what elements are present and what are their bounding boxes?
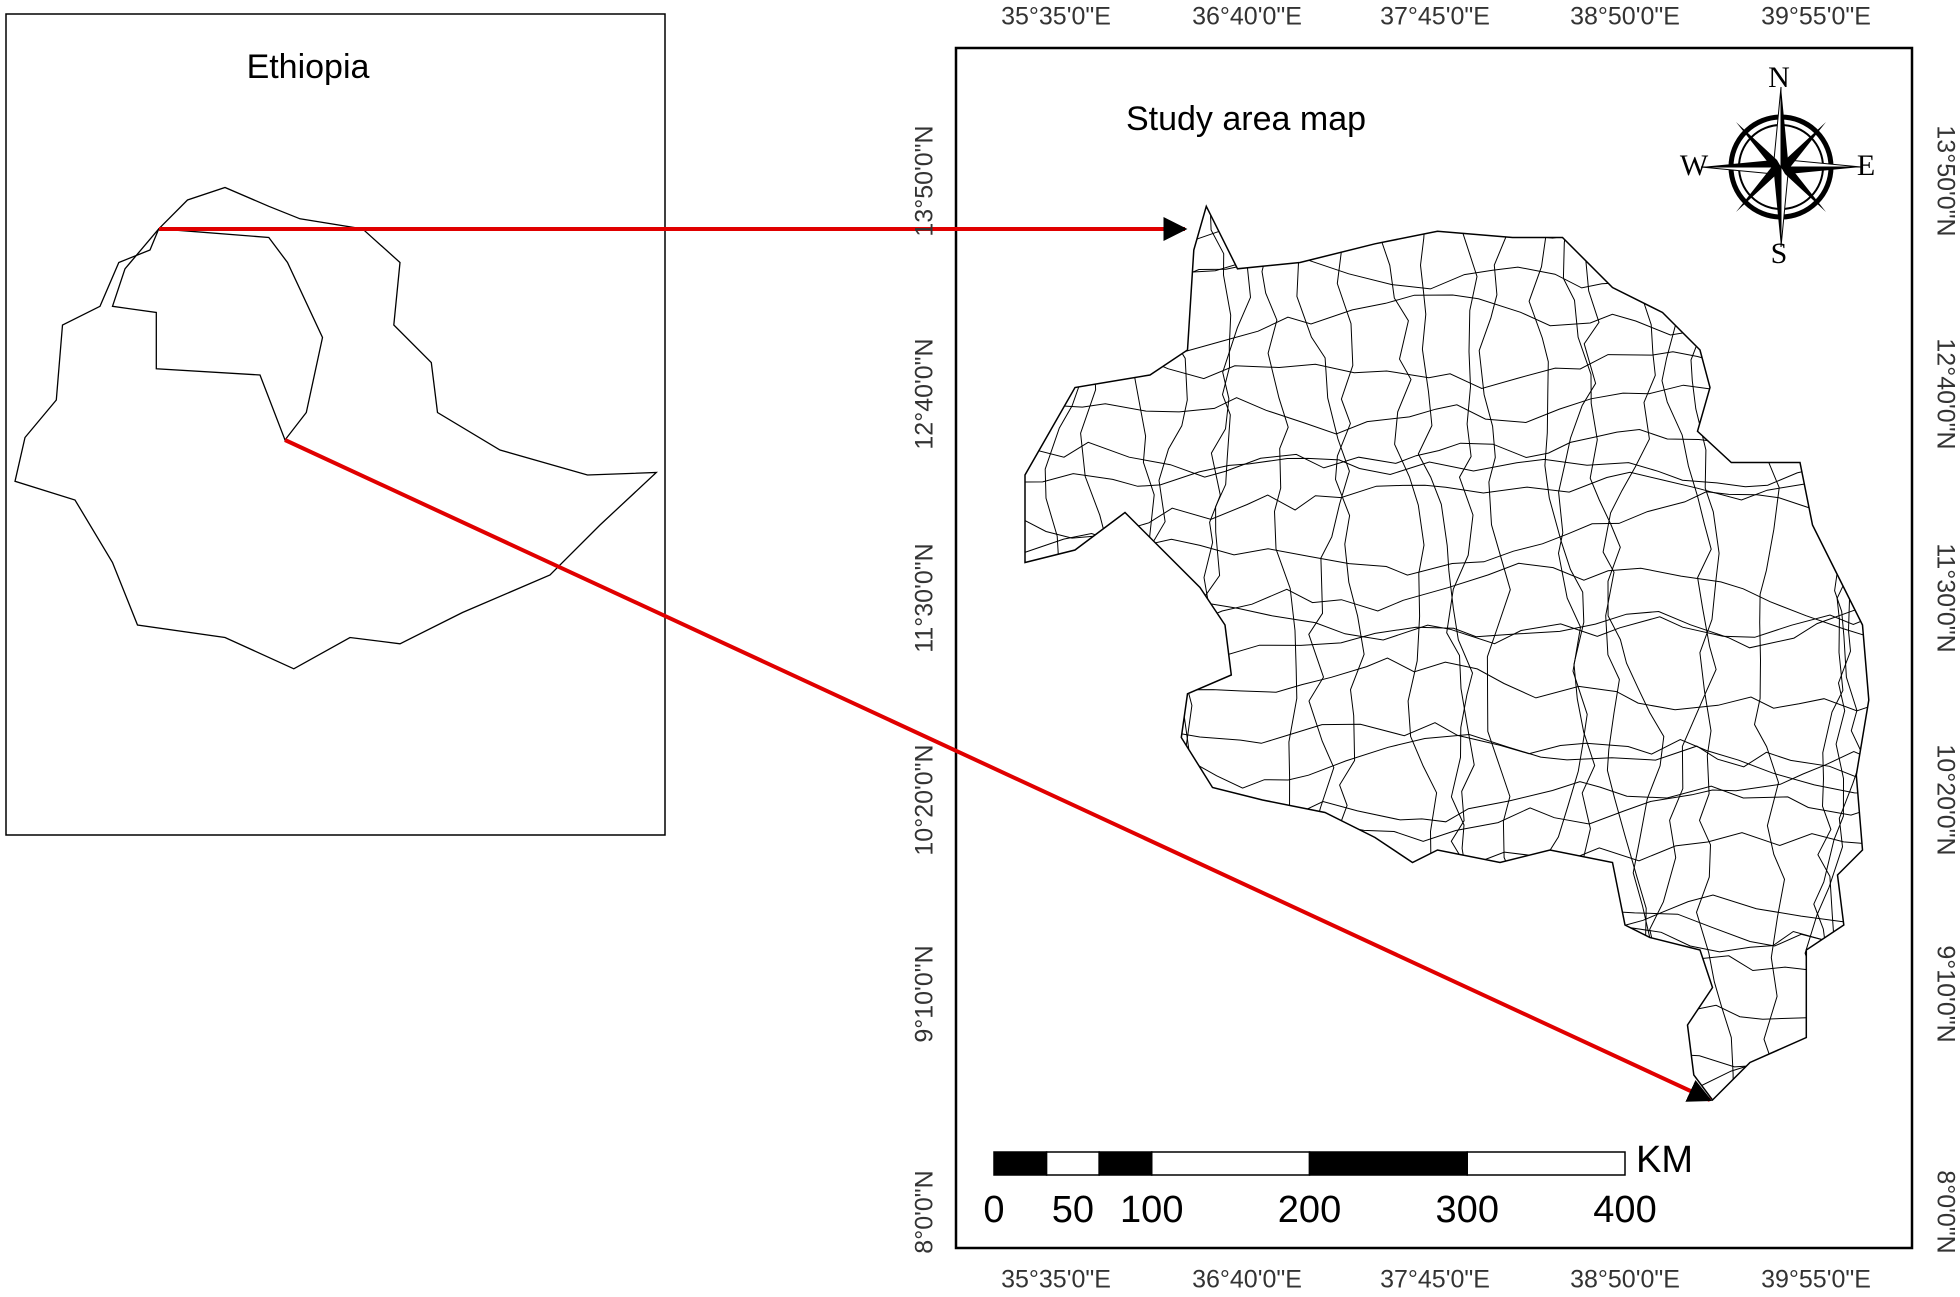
study-area-outline (1024, 204, 1870, 1102)
pointer-arrow (284, 438, 1713, 1102)
lon-label: 35°35'0"E (1001, 1266, 1111, 1294)
lat-label: 12°40'0"N (1931, 338, 1959, 449)
district-border (1025, 334, 1869, 390)
main-title: Study area map (1126, 100, 1366, 138)
district-border (1690, 206, 1748, 1101)
scale-label: 50 (1052, 1189, 1094, 1231)
district-border (1602, 206, 1669, 1101)
district-border (1562, 206, 1668, 1101)
scale-label: 200 (1278, 1189, 1341, 1231)
scale-segment (1466, 1151, 1626, 1176)
lon-label: 36°40'0"E (1192, 1266, 1302, 1294)
district-border (1025, 294, 1869, 375)
district-border (1025, 896, 1869, 947)
lon-label: 37°45'0"E (1380, 3, 1490, 31)
compass-w: W (1680, 149, 1709, 182)
district-border (1747, 206, 1786, 1101)
lon-label: 38°50'0"E (1570, 3, 1680, 31)
district-border (1025, 206, 1869, 243)
compass-s: S (1771, 237, 1788, 270)
lat-label: 10°20'0"N (911, 744, 939, 855)
lat-label: 9°10'0"N (911, 945, 939, 1042)
district-border (1025, 832, 1869, 910)
main-frame (954, 46, 1914, 1250)
district-border (1025, 733, 1869, 789)
lat-label: 13°50'0"N (911, 125, 939, 236)
district-border (1025, 1031, 1869, 1095)
district-border (1778, 206, 1864, 1101)
lon-label: 39°55'0"E (1761, 1266, 1871, 1294)
district-border (1478, 206, 1524, 1101)
districts (1025, 206, 1869, 1101)
inset-title: Ethiopia (247, 48, 370, 86)
district-border (1025, 719, 1869, 794)
district-border (1261, 206, 1298, 1101)
lat-label: 9°10'0"N (1931, 945, 1959, 1042)
scale-unit: KM (1636, 1139, 1693, 1181)
district-border (1167, 206, 1232, 1101)
ethiopia-outline (14, 186, 659, 670)
inset-frame (5, 13, 666, 836)
district-border (1294, 206, 1350, 1101)
compass-n: N (1768, 61, 1790, 94)
district-border (1625, 206, 1717, 1101)
scale-segment (1151, 1151, 1311, 1176)
compass (1700, 86, 1862, 248)
lon-label: 39°55'0"E (1761, 3, 1871, 31)
district-border (1542, 206, 1607, 1101)
district-border (1076, 206, 1130, 1101)
scale-segment (1045, 1151, 1100, 1176)
district-border (1806, 206, 1852, 1101)
scale-label: 400 (1593, 1189, 1656, 1231)
district-border (1029, 206, 1129, 1101)
lat-label: 11°30'0"N (1931, 543, 1959, 652)
scale-label: 0 (983, 1189, 1004, 1231)
region-outline (111, 228, 324, 442)
district-border (1334, 206, 1396, 1101)
lon-label: 36°40'0"E (1192, 3, 1302, 31)
district-border (1104, 206, 1181, 1101)
district-border (1126, 206, 1188, 1101)
district-border (1025, 1052, 1869, 1101)
district-border (1025, 251, 1869, 317)
lat-label: 12°40'0"N (911, 338, 939, 449)
scale-segment (993, 1151, 1048, 1176)
district-border (1025, 344, 1869, 435)
lat-label: 13°50'0"N (1931, 125, 1959, 236)
district-border (1025, 750, 1869, 849)
district-border (1025, 457, 1869, 488)
scale-label: 300 (1436, 1189, 1499, 1231)
district-border (1025, 206, 1039, 1101)
scale-bar: 0 50 100 200 300 400 (983, 1151, 1657, 1231)
scale-label: 100 (1120, 1189, 1183, 1231)
district-border (1528, 206, 1596, 1101)
district-border (1025, 491, 1869, 576)
scale-segment (1308, 1151, 1468, 1176)
district-border (1166, 206, 1257, 1101)
lat-label: 8°0'0"N (1931, 1170, 1959, 1253)
scale-segment (1098, 1151, 1153, 1176)
lat-label: 8°0'0"N (911, 1170, 939, 1253)
district-border (1025, 920, 1869, 1004)
lon-label: 37°45'0"E (1380, 1266, 1490, 1294)
lon-label: 38°50'0"E (1570, 1266, 1680, 1294)
district-border (1446, 206, 1485, 1101)
district-border (1025, 471, 1869, 539)
lon-label: 35°35'0"E (1001, 3, 1111, 31)
compass-e: E (1857, 149, 1875, 182)
lat-label: 11°30'0"N (911, 543, 939, 652)
lat-label: 10°20'0"N (1931, 744, 1959, 855)
district-border (1025, 562, 1869, 637)
